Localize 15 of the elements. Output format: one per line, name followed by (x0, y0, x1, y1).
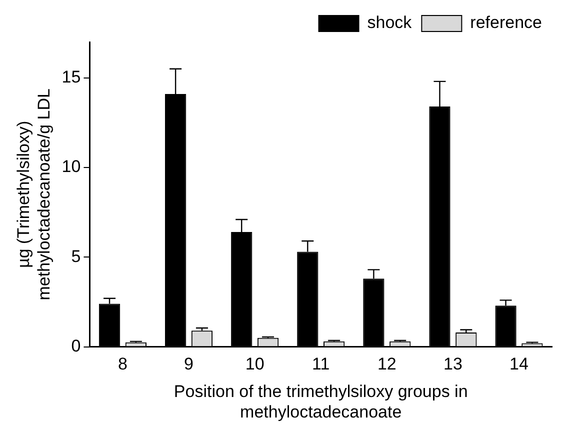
legend-label: reference (470, 13, 542, 32)
x-tick-label: 10 (245, 354, 264, 374)
y-tick-label: 15 (62, 68, 81, 87)
y-tick-label: 5 (71, 246, 81, 266)
y-axis-title: µg (Trimethylsiloxy) methyloctadecanoate/g LDL (14, 88, 54, 300)
x-tick-label: 8 (118, 354, 128, 374)
x-tick-label: 13 (443, 354, 462, 374)
x-axis-title: Position of the trimethylsiloxy groups in methyloctadecanoate (174, 382, 468, 422)
y-tick-label: 0 (71, 336, 81, 356)
y-tick-label: 10 (62, 157, 81, 176)
x-tick-label: 14 (510, 354, 528, 374)
x-tick-label: 12 (377, 354, 396, 374)
x-tick-label: 11 (312, 354, 330, 374)
legend-label: shock (367, 13, 412, 32)
x-tick-label: 9 (184, 354, 194, 374)
